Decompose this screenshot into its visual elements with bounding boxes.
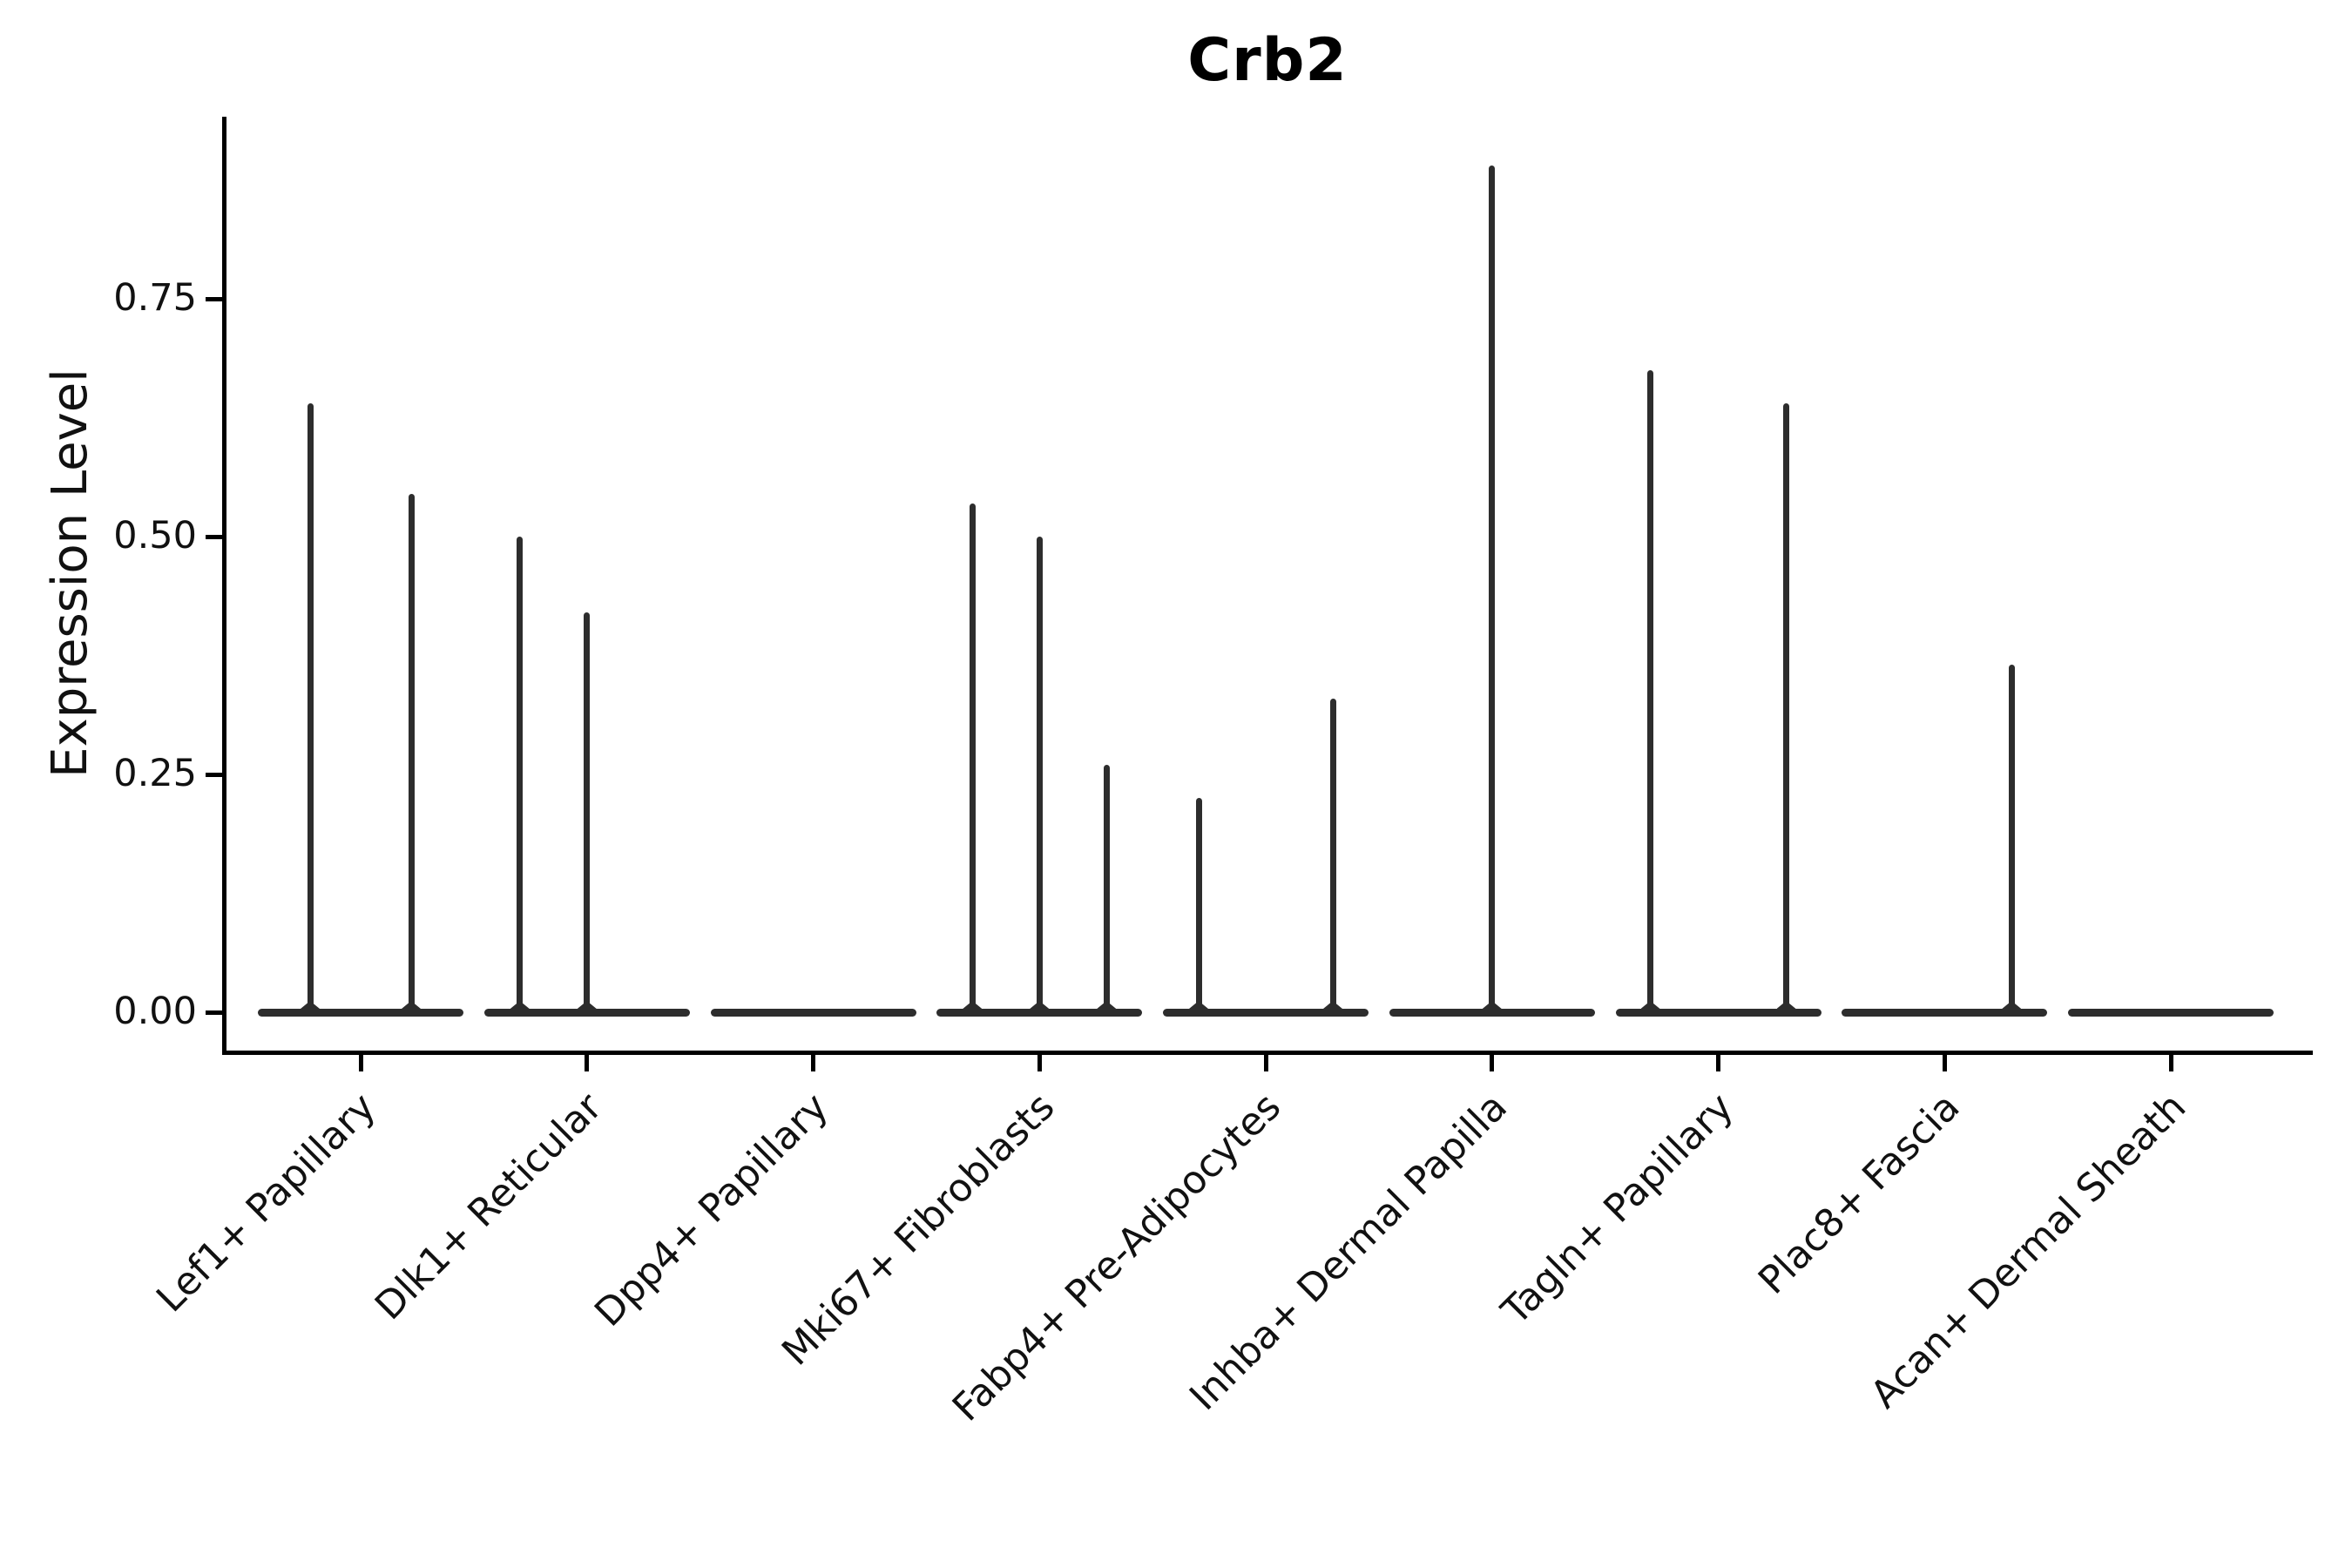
x-tick: [1942, 1055, 1947, 1071]
x-tick: [1263, 1055, 1268, 1071]
violin-spike: [1036, 537, 1043, 1009]
violin-spike-base-flare: [2002, 1001, 2022, 1009]
violin-spike-base-flare: [1030, 1001, 1050, 1009]
violin-spike: [1195, 798, 1202, 1009]
violin-spike: [1783, 403, 1789, 1009]
x-tick: [1716, 1055, 1720, 1071]
violin-spike-base-flare: [1640, 1001, 1660, 1009]
violin-body: [936, 1008, 1143, 1017]
y-tick: [206, 772, 222, 777]
y-tick-label: 0.75: [113, 276, 197, 320]
x-tick-label: Lef1+ Papillary: [148, 1085, 385, 1321]
violin-spike: [1647, 369, 1653, 1009]
x-tick-label: Dlk1+ Reticular: [367, 1085, 611, 1329]
violin-spike-base-flare: [301, 1001, 320, 1009]
y-tick: [206, 534, 222, 539]
violin-spike: [408, 493, 415, 1009]
y-tick-label: 0.00: [113, 990, 197, 1033]
y-axis-spine: [222, 117, 226, 1055]
x-tick: [585, 1055, 590, 1071]
x-tick: [1490, 1055, 1495, 1071]
violin-spike-base-flare: [1323, 1001, 1342, 1009]
violin-body: [258, 1008, 463, 1017]
violin-body: [1842, 1008, 2048, 1017]
violin-spike: [1103, 765, 1110, 1009]
violin-spike: [969, 503, 976, 1009]
violin-spike: [584, 612, 591, 1009]
violin-spike-base-flare: [1189, 1001, 1208, 1009]
violin-body: [1615, 1008, 1821, 1017]
violin-spike-base-flare: [1482, 1001, 1502, 1009]
violin-spike-base-flare: [577, 1001, 597, 1009]
violin-body: [1163, 1008, 1369, 1017]
violin-spike-base-flare: [963, 1001, 983, 1009]
violin-body: [483, 1008, 690, 1017]
violin-spike-base-flare: [402, 1001, 421, 1009]
violin-spike: [517, 537, 524, 1009]
violin-spike: [1489, 166, 1496, 1009]
violin-body: [1389, 1008, 1595, 1017]
y-tick: [206, 296, 222, 301]
violin-spike-base-flare: [510, 1001, 530, 1009]
violin-spike: [307, 403, 314, 1009]
violin-spike: [2008, 665, 2015, 1009]
y-tick-label: 0.25: [113, 752, 197, 795]
violin-spike-base-flare: [1776, 1001, 1796, 1009]
x-tick: [2168, 1055, 2173, 1071]
x-tick: [358, 1055, 363, 1071]
x-tick: [811, 1055, 815, 1071]
violin-spike-base-flare: [1097, 1001, 1117, 1009]
chart-title: Crb2: [1187, 26, 1348, 95]
violin-spike: [1329, 698, 1336, 1009]
violin-body: [710, 1008, 916, 1017]
x-axis-spine: [222, 1051, 2313, 1055]
violin-body: [2068, 1008, 2274, 1017]
x-tick: [1037, 1055, 1042, 1071]
y-tick: [206, 1010, 222, 1015]
y-tick-label: 0.50: [113, 514, 197, 558]
